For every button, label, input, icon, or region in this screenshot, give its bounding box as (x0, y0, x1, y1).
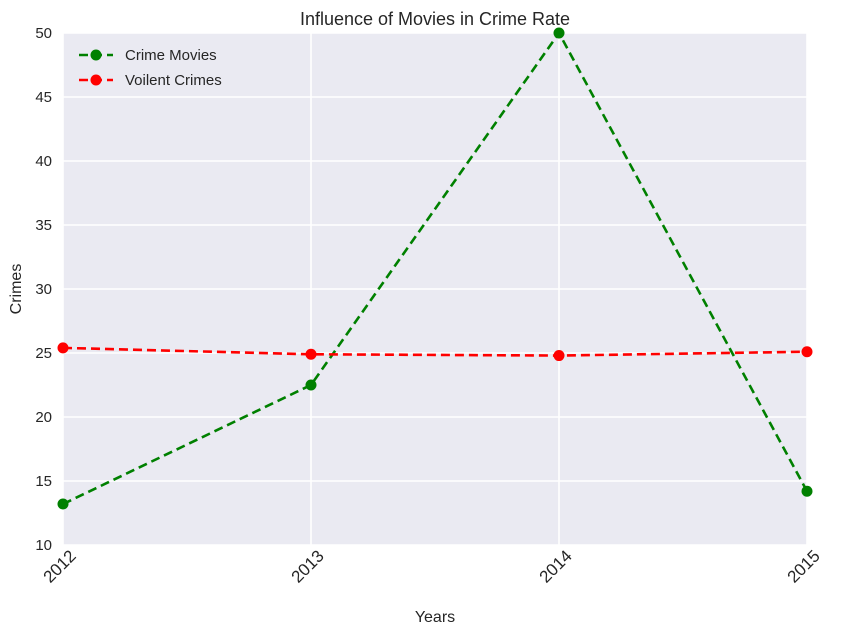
data-point (305, 348, 317, 360)
y-tick-label: 25 (35, 345, 52, 362)
y-tick-label: 45 (35, 89, 52, 106)
legend-label: Crime Movies (125, 47, 217, 64)
x-tick-labels: 2012 2013 2014 2015 (40, 546, 824, 586)
grid-lines (62, 32, 808, 546)
y-axis-label: Crimes (8, 264, 25, 315)
series-layer (57, 27, 813, 510)
x-tick-label: 2014 (536, 546, 576, 586)
series-line-0 (62, 30, 809, 506)
y-tick-label: 15 (35, 473, 52, 490)
data-point (57, 342, 69, 354)
x-tick-label: 2015 (784, 546, 824, 586)
y-tick-label: 40 (35, 153, 52, 170)
x-axis-label: Years (415, 609, 455, 626)
legend-marker (90, 74, 102, 86)
legend-label: Voilent Crimes (125, 72, 222, 89)
y-tick-labels: 10 15 20 25 30 35 40 45 50 (35, 25, 52, 554)
data-point (553, 27, 565, 39)
x-tick-label: 2013 (288, 546, 328, 586)
legend-marker (90, 49, 102, 61)
y-tick-label: 35 (35, 217, 52, 234)
y-tick-label: 30 (35, 281, 52, 298)
data-point (553, 350, 565, 362)
data-point (801, 346, 813, 358)
data-point (801, 485, 813, 497)
chart-title: Influence of Movies in Crime Rate (300, 9, 570, 29)
data-point (57, 498, 69, 510)
y-tick-label: 50 (35, 25, 52, 42)
legend: Crime Movies Voilent Crimes (79, 47, 222, 89)
series-line-1 (62, 346, 808, 357)
data-point (305, 379, 317, 391)
y-tick-label: 20 (35, 409, 52, 426)
y-tick-label: 10 (35, 537, 52, 554)
